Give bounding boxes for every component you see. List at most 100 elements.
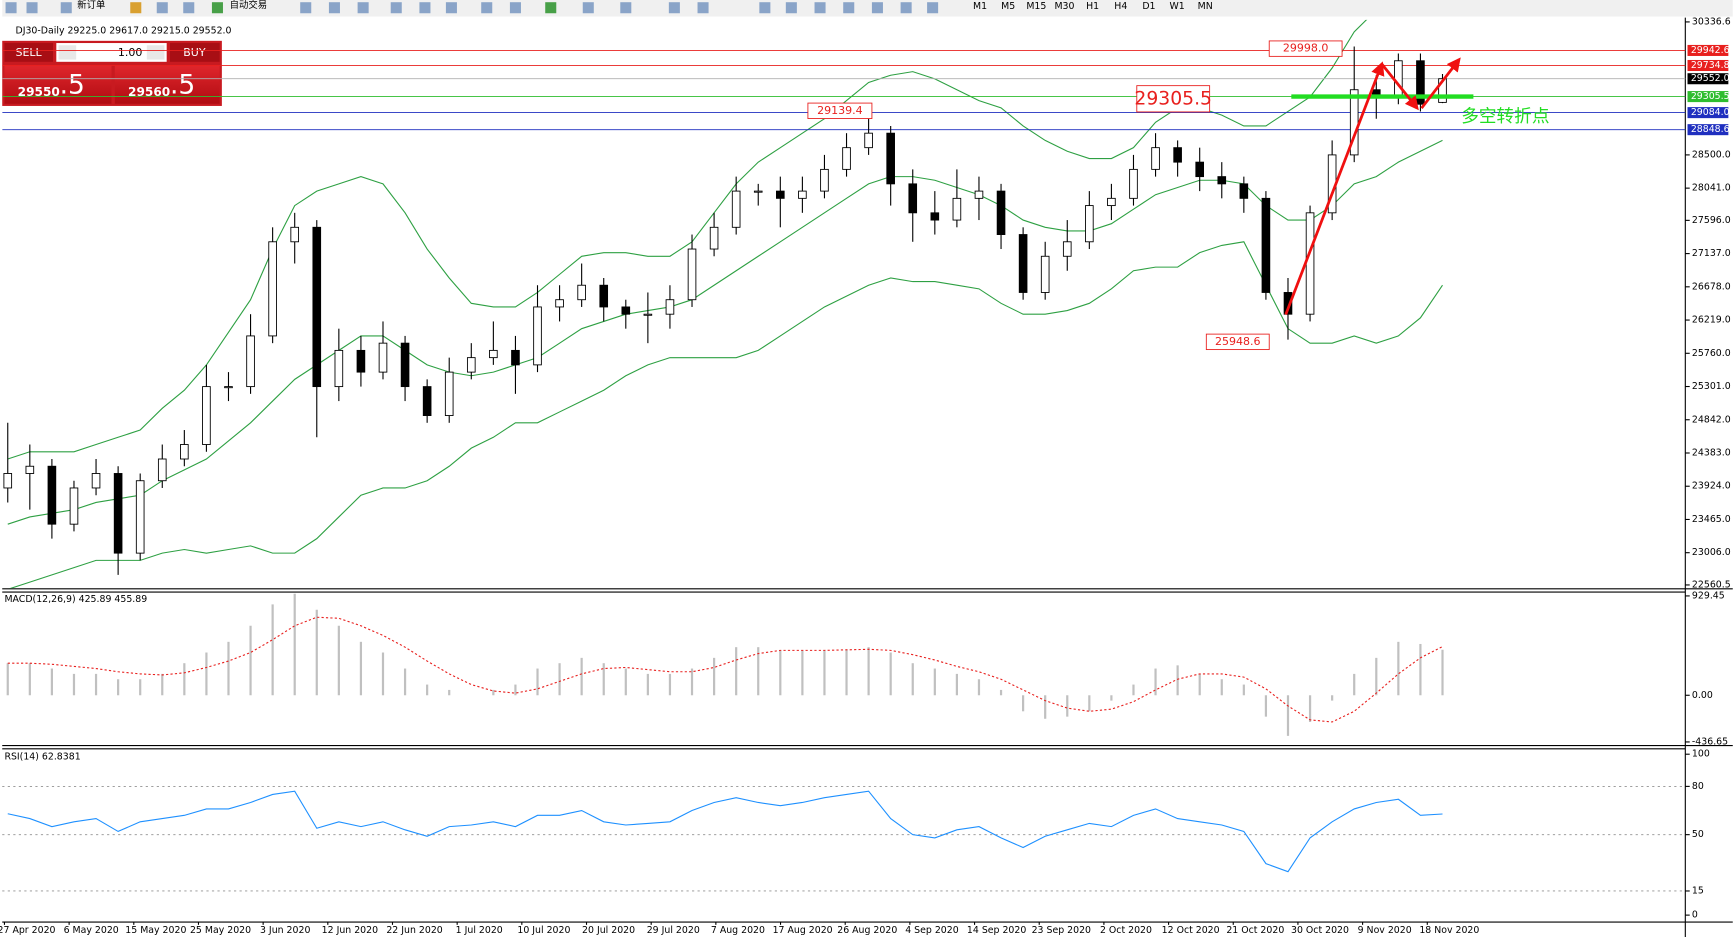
annotation-box bbox=[807, 102, 873, 119]
y-tick-label: 28500.0 bbox=[1692, 149, 1731, 160]
bollinger-band bbox=[7, 19, 1368, 460]
annotation-label: 25948.6 bbox=[1215, 335, 1261, 348]
candle-body bbox=[202, 386, 211, 445]
candle-body bbox=[1438, 78, 1447, 103]
candle-body bbox=[555, 299, 564, 308]
y-tick-label: 30336.6 bbox=[1692, 16, 1731, 27]
sell-pips: .5 bbox=[60, 70, 85, 101]
candle-body bbox=[47, 465, 57, 525]
y-tick-label: 22560.5 bbox=[1692, 579, 1731, 590]
lot-box[interactable] bbox=[56, 43, 167, 62]
price-level-tag bbox=[1687, 73, 1729, 85]
candle-body bbox=[798, 190, 807, 199]
timeframe-button[interactable]: H1 bbox=[1086, 1, 1099, 12]
x-tick-label: 26 Aug 2020 bbox=[837, 925, 897, 936]
candle-body bbox=[489, 349, 498, 359]
x-tick-label: 17 Aug 2020 bbox=[773, 925, 833, 936]
timeframe-button[interactable]: MN bbox=[1198, 1, 1213, 12]
bollinger-band bbox=[9, 241, 1443, 589]
bollinger-band bbox=[7, 139, 1443, 525]
candle-body bbox=[1129, 168, 1138, 199]
timeframe-button[interactable]: M15 bbox=[1026, 1, 1046, 12]
candle-body bbox=[135, 480, 145, 554]
y-tick-label: -436.65 bbox=[1692, 736, 1728, 747]
candle-body bbox=[466, 357, 476, 373]
x-tick-label: 25 May 2020 bbox=[190, 925, 251, 936]
price-level-label: 29084.0 bbox=[1691, 107, 1730, 118]
trend-arrow bbox=[1420, 57, 1461, 110]
price-level-label: 29305.5 bbox=[1691, 91, 1730, 102]
candle-body bbox=[687, 248, 697, 301]
x-tick-label: 30 Oct 2020 bbox=[1291, 925, 1349, 936]
x-tick-label: 4 Sep 2020 bbox=[905, 925, 958, 936]
y-tick-label: 23465.0 bbox=[1692, 514, 1731, 525]
y-tick-label: 25301.0 bbox=[1692, 381, 1731, 392]
annotation-box bbox=[1205, 333, 1270, 351]
overlay: 29942.6 29734.8 29552.0 29305.5 29084.0 28848… bbox=[807, 40, 1730, 351]
candle-body bbox=[1085, 205, 1094, 243]
candle-body bbox=[996, 190, 1006, 235]
candle-body bbox=[820, 168, 829, 192]
timeframe-button[interactable]: W1 bbox=[1169, 1, 1184, 12]
x-tick-label: 18 Nov 2020 bbox=[1419, 925, 1479, 936]
x-tick-label: 2 Oct 2020 bbox=[1100, 925, 1152, 936]
y-tick-label: 27137.0 bbox=[1692, 248, 1731, 259]
x-tick-label: 9 Nov 2020 bbox=[1358, 925, 1412, 936]
candle-body bbox=[180, 444, 189, 460]
timeframe-button[interactable]: M30 bbox=[1054, 1, 1074, 12]
candle-body bbox=[1261, 197, 1271, 293]
y-tick-label: 27596.0 bbox=[1692, 215, 1731, 226]
new-order-button[interactable]: 新订单 bbox=[77, 0, 105, 11]
candle-body bbox=[864, 132, 873, 149]
sell-price: 29550 bbox=[18, 85, 60, 99]
x-tick-label: 14 Sep 2020 bbox=[967, 925, 1026, 936]
candle-body bbox=[1394, 60, 1403, 98]
candle-body bbox=[952, 197, 962, 221]
y-tick-label: 28041.0 bbox=[1692, 183, 1731, 194]
x-tick-label: 12 Jun 2020 bbox=[322, 925, 378, 936]
candle-body bbox=[533, 306, 542, 366]
price-pane bbox=[2, 19, 1686, 589]
macd-signal bbox=[7, 616, 1443, 723]
x-tick-label: 27 Apr 2020 bbox=[0, 925, 56, 936]
candle-body bbox=[908, 183, 918, 214]
candle-body bbox=[422, 386, 432, 417]
candle-body bbox=[290, 226, 300, 243]
candle-body bbox=[157, 458, 167, 482]
candle-body bbox=[356, 349, 366, 373]
price-level-tag bbox=[1687, 124, 1729, 136]
candle-body bbox=[1107, 197, 1116, 207]
sell-button[interactable] bbox=[4, 43, 54, 62]
timeframe-button[interactable]: H4 bbox=[1114, 1, 1127, 12]
x-tick-label: 6 May 2020 bbox=[64, 925, 119, 936]
timeframe-button[interactable]: M5 bbox=[1001, 1, 1015, 12]
buy-price: 29560 bbox=[128, 85, 170, 99]
pane-title: MACD(12,26,9) 425.89 455.89 bbox=[4, 594, 147, 605]
buy-price-box[interactable] bbox=[114, 65, 220, 104]
candle-body bbox=[1195, 161, 1205, 178]
x-tick-label: 3 Jun 2020 bbox=[260, 925, 310, 936]
candle-body bbox=[621, 306, 631, 315]
y-tick-label: 23924.0 bbox=[1692, 481, 1731, 492]
candle-body bbox=[378, 342, 388, 373]
y-tick-label: 0.00 bbox=[1692, 690, 1713, 701]
auto-trading-button[interactable]: 自动交易 bbox=[230, 0, 268, 11]
x-tick-label: 20 Jul 2020 bbox=[582, 925, 635, 936]
price-level-label: 28848.6 bbox=[1691, 124, 1730, 135]
buy-button[interactable] bbox=[169, 43, 220, 62]
candle-body bbox=[91, 473, 101, 489]
candle-body bbox=[3, 473, 13, 489]
candle-body bbox=[1018, 234, 1028, 293]
candle-body bbox=[930, 212, 940, 221]
timeframe-button[interactable]: M1 bbox=[973, 1, 987, 12]
pane-frames bbox=[2, 17, 1733, 937]
timeframe-button[interactable]: D1 bbox=[1142, 1, 1155, 12]
x-tick-label: 10 Jul 2020 bbox=[517, 925, 570, 936]
y-tick-label: 26678.0 bbox=[1692, 281, 1731, 292]
candle-body bbox=[886, 132, 895, 185]
price-level-label: 29942.6 bbox=[1691, 45, 1730, 56]
price-level-tag bbox=[1687, 91, 1729, 103]
trend-arrow bbox=[1380, 63, 1419, 111]
sell-price-box[interactable] bbox=[4, 65, 112, 104]
